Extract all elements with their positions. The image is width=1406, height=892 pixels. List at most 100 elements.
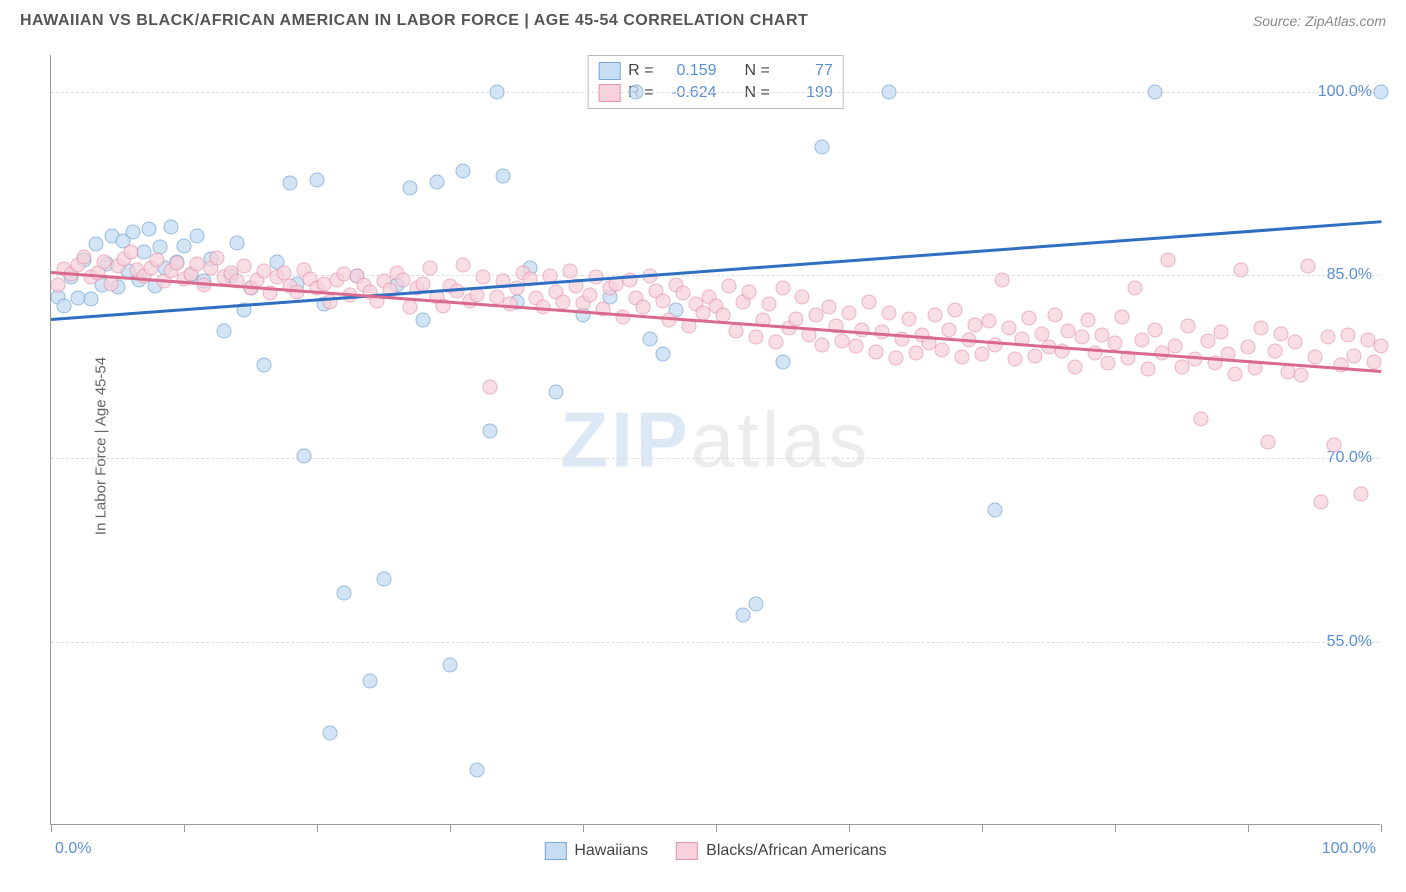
data-point bbox=[1048, 308, 1063, 323]
data-point bbox=[150, 253, 165, 268]
data-point bbox=[662, 313, 677, 328]
data-point bbox=[423, 260, 438, 275]
data-point bbox=[1227, 367, 1242, 382]
data-point bbox=[1300, 259, 1315, 274]
data-point bbox=[496, 169, 511, 184]
data-point bbox=[775, 354, 790, 369]
data-point bbox=[1181, 319, 1196, 334]
data-point bbox=[1134, 332, 1149, 347]
data-point bbox=[50, 277, 65, 292]
legend-item-hawaiians: Hawaiians bbox=[544, 842, 648, 860]
data-point bbox=[629, 84, 644, 99]
data-point bbox=[848, 338, 863, 353]
legend-swatch-pink-icon bbox=[676, 842, 698, 860]
data-point bbox=[728, 324, 743, 339]
series-legend: Hawaiians Blacks/African Americans bbox=[544, 842, 886, 860]
data-point bbox=[881, 84, 896, 99]
x-tick bbox=[1248, 824, 1249, 832]
y-tick-label: 100.0% bbox=[1318, 83, 1372, 101]
data-point bbox=[1374, 338, 1389, 353]
x-tick bbox=[51, 824, 52, 832]
data-point bbox=[482, 424, 497, 439]
data-point bbox=[808, 308, 823, 323]
data-point bbox=[861, 294, 876, 309]
data-point bbox=[416, 276, 431, 291]
data-point bbox=[1101, 356, 1116, 371]
data-point bbox=[1001, 320, 1016, 335]
x-min-label: 0.0% bbox=[55, 840, 91, 858]
gridline-h bbox=[51, 642, 1380, 643]
data-point bbox=[1108, 336, 1123, 351]
data-point bbox=[403, 181, 418, 196]
data-point bbox=[1147, 84, 1162, 99]
data-point bbox=[1187, 352, 1202, 367]
data-point bbox=[642, 331, 657, 346]
data-point bbox=[788, 312, 803, 327]
data-point bbox=[190, 228, 205, 243]
data-point bbox=[403, 299, 418, 314]
gridline-h bbox=[51, 92, 1380, 93]
chart-title: HAWAIIAN VS BLACK/AFRICAN AMERICAN IN LA… bbox=[20, 12, 808, 30]
data-point bbox=[768, 335, 783, 350]
data-point bbox=[443, 657, 458, 672]
data-point bbox=[489, 84, 504, 99]
data-point bbox=[256, 358, 271, 373]
data-point bbox=[83, 292, 98, 307]
data-point bbox=[469, 763, 484, 778]
legend-swatch-blue-icon bbox=[544, 842, 566, 860]
data-point bbox=[981, 314, 996, 329]
data-point bbox=[456, 164, 471, 179]
correlation-legend: R = 0.159 N = 77 R = -0.624 N = 199 bbox=[587, 55, 844, 109]
data-point bbox=[1340, 327, 1355, 342]
data-point bbox=[1201, 334, 1216, 349]
data-point bbox=[429, 175, 444, 190]
data-point bbox=[1314, 495, 1329, 510]
legend-row-1: R = 0.159 N = 77 bbox=[598, 60, 833, 82]
data-point bbox=[842, 305, 857, 320]
data-point bbox=[77, 249, 92, 264]
data-point bbox=[1241, 340, 1256, 355]
data-point bbox=[1334, 358, 1349, 373]
data-point bbox=[941, 323, 956, 338]
data-point bbox=[868, 345, 883, 360]
data-point bbox=[655, 347, 670, 362]
data-point bbox=[815, 139, 830, 154]
data-point bbox=[582, 287, 597, 302]
data-point bbox=[1320, 330, 1335, 345]
data-point bbox=[236, 259, 251, 274]
legend-swatch-pink bbox=[598, 84, 620, 102]
gridline-h bbox=[51, 458, 1380, 459]
data-point bbox=[888, 351, 903, 366]
data-point bbox=[1021, 310, 1036, 325]
data-point bbox=[1028, 348, 1043, 363]
data-point bbox=[775, 281, 790, 296]
x-tick bbox=[982, 824, 983, 832]
data-point bbox=[735, 607, 750, 622]
data-point bbox=[762, 297, 777, 312]
data-point bbox=[283, 176, 298, 191]
data-point bbox=[748, 330, 763, 345]
data-point bbox=[456, 258, 471, 273]
scatter-plot: R = 0.159 N = 77 R = -0.624 N = 199 ZIPa… bbox=[50, 55, 1380, 825]
data-point bbox=[177, 238, 192, 253]
data-point bbox=[822, 299, 837, 314]
data-point bbox=[1167, 338, 1182, 353]
data-point bbox=[126, 225, 141, 240]
data-point bbox=[1354, 486, 1369, 501]
data-point bbox=[1307, 349, 1322, 364]
y-tick-label: 55.0% bbox=[1327, 633, 1372, 651]
data-point bbox=[928, 308, 943, 323]
data-point bbox=[655, 293, 670, 308]
x-max-label: 100.0% bbox=[1322, 840, 1376, 858]
data-point bbox=[1114, 309, 1129, 324]
data-point bbox=[1287, 335, 1302, 350]
data-point bbox=[1214, 325, 1229, 340]
data-point bbox=[123, 244, 138, 259]
data-point bbox=[1127, 281, 1142, 296]
data-point bbox=[1161, 253, 1176, 268]
data-point bbox=[1294, 368, 1309, 383]
data-point bbox=[336, 585, 351, 600]
data-point bbox=[476, 270, 491, 285]
data-point bbox=[323, 726, 338, 741]
x-tick bbox=[716, 824, 717, 832]
